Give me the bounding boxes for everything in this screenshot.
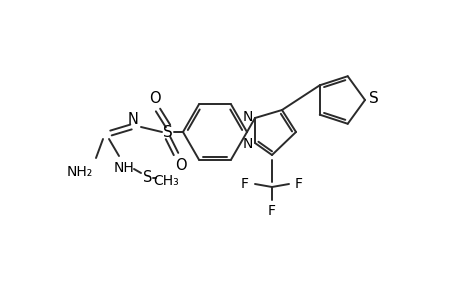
Text: NH: NH: [113, 161, 134, 175]
Text: CH₃: CH₃: [153, 174, 179, 188]
Text: F: F: [241, 177, 248, 191]
Text: O: O: [175, 158, 186, 172]
Text: F: F: [268, 204, 275, 218]
Text: N: N: [127, 112, 138, 127]
Text: O: O: [149, 91, 161, 106]
Text: F: F: [294, 177, 302, 191]
Text: NH₂: NH₂: [67, 165, 93, 179]
Text: S: S: [368, 91, 378, 106]
Text: S: S: [143, 170, 152, 185]
Text: S: S: [163, 124, 173, 140]
Text: N: N: [242, 137, 252, 151]
Text: N: N: [242, 110, 252, 124]
